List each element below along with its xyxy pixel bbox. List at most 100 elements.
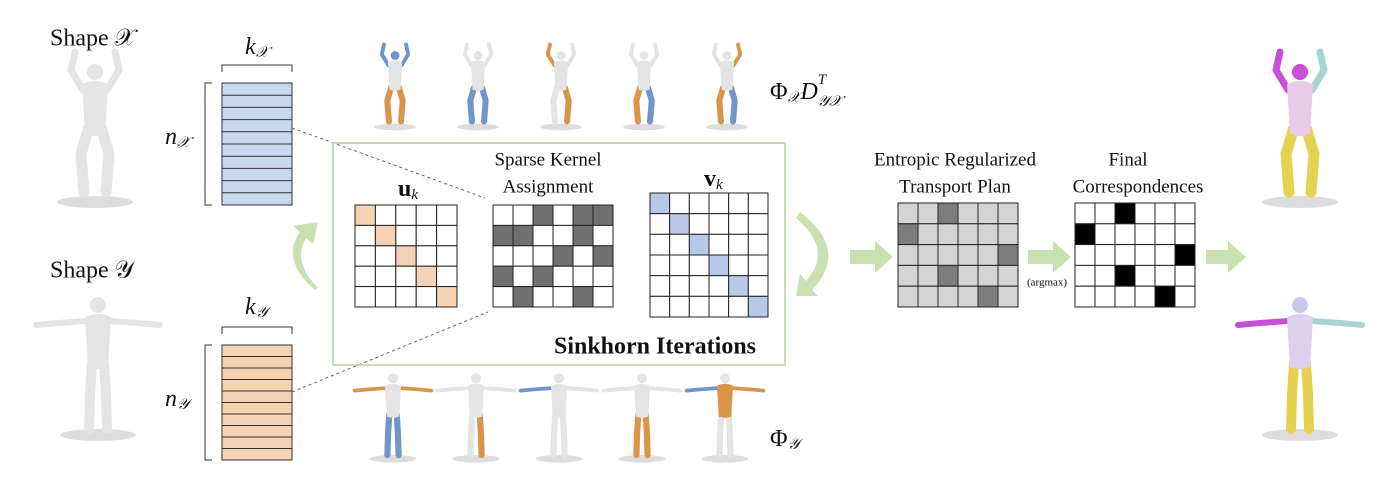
grid-cell xyxy=(572,265,594,288)
grid-cell xyxy=(728,295,749,318)
grid-cell xyxy=(747,275,769,297)
body-part xyxy=(636,60,652,91)
grid-cell xyxy=(415,245,438,267)
k-y-sub: 𝒴 xyxy=(256,305,272,321)
body-part xyxy=(467,383,485,418)
grid-cell xyxy=(747,295,769,318)
grid-cell xyxy=(957,264,979,287)
body-part xyxy=(1309,318,1365,328)
grid-cell xyxy=(1094,202,1116,225)
grid-cell xyxy=(354,245,376,267)
grid-cell xyxy=(1174,285,1196,308)
grid-cell xyxy=(997,285,1019,308)
dashed-link xyxy=(291,311,489,393)
grid-cell xyxy=(532,286,554,308)
grid-cell xyxy=(897,264,919,287)
bracket xyxy=(204,82,212,206)
n-x: n𝒳 xyxy=(165,124,194,152)
dashed-link xyxy=(291,127,486,199)
grid-cell xyxy=(415,265,438,288)
body-part xyxy=(642,411,651,459)
body-part xyxy=(384,411,393,459)
body-part xyxy=(482,42,494,68)
body-part xyxy=(1280,124,1299,198)
body-part xyxy=(628,42,640,68)
body-part xyxy=(384,84,395,125)
body-part xyxy=(684,386,720,393)
human-figure xyxy=(435,373,517,463)
grid-cell xyxy=(747,213,769,235)
grid-cell xyxy=(917,285,939,308)
arrow xyxy=(1206,241,1246,273)
phi-y-base: Φ xyxy=(770,426,788,452)
body-part xyxy=(87,64,103,80)
grid-cell xyxy=(1074,264,1096,287)
body-part xyxy=(75,124,94,198)
body-part xyxy=(730,386,766,393)
grid-cell xyxy=(436,265,458,288)
body-part xyxy=(352,386,388,393)
grid-cell xyxy=(728,233,749,256)
body-part xyxy=(731,42,743,68)
grid-cell xyxy=(688,213,710,235)
grid-cell xyxy=(395,265,417,288)
body-part xyxy=(633,84,644,125)
grid-cell xyxy=(1174,244,1196,266)
body-part xyxy=(725,411,734,459)
grid-cell xyxy=(552,265,574,288)
body-part xyxy=(96,124,115,198)
body-part xyxy=(545,42,557,68)
grid-cell xyxy=(592,245,614,267)
matrix-x xyxy=(221,82,293,206)
final-label: Final xyxy=(1108,149,1147,170)
body-part xyxy=(720,373,730,384)
grid-cell xyxy=(1154,202,1176,225)
body-part xyxy=(33,318,89,328)
grid-cell xyxy=(354,286,376,308)
shadow xyxy=(706,123,748,131)
body-part xyxy=(554,373,564,384)
grid-cell xyxy=(415,224,438,247)
grid-cell xyxy=(688,275,710,297)
body-part xyxy=(399,42,411,68)
grid-cell xyxy=(897,285,919,308)
bracket xyxy=(221,64,293,72)
grid-cell xyxy=(1154,285,1176,308)
body-part xyxy=(559,411,568,459)
human-figure xyxy=(374,42,416,131)
body-part xyxy=(107,318,163,328)
figures xyxy=(33,42,1365,463)
grid-cell xyxy=(415,204,438,226)
grid-cell xyxy=(708,295,730,318)
phi-x: Φ𝒳DT 𝒴𝒳 xyxy=(770,72,846,110)
grid-cell xyxy=(512,245,534,267)
grid-cell xyxy=(897,202,919,225)
body-part xyxy=(647,386,683,393)
body-part xyxy=(384,383,402,418)
body-part xyxy=(719,60,735,91)
body-part xyxy=(1292,64,1308,80)
body-part xyxy=(67,48,87,94)
grid-cell xyxy=(552,286,574,308)
k-x-var: k xyxy=(245,34,256,60)
grid-cell xyxy=(1074,202,1096,225)
kernel-label: Sparse Kernel xyxy=(494,149,601,170)
grid-cell xyxy=(572,224,594,247)
human-figure xyxy=(684,373,766,463)
grid-cell xyxy=(1074,244,1096,266)
grid-cell xyxy=(532,204,554,226)
grid-cell xyxy=(688,192,710,215)
body-part xyxy=(1287,314,1313,369)
grid-cell xyxy=(1114,244,1136,266)
grid-cell xyxy=(747,192,769,215)
shape-x-label: Shape 𝒳 xyxy=(50,26,139,52)
human-figure xyxy=(540,42,582,131)
body-part xyxy=(1286,358,1299,434)
shadow xyxy=(57,196,133,208)
shadow xyxy=(369,455,417,463)
grid-cell xyxy=(374,204,397,226)
body-part xyxy=(601,386,637,393)
grid-cell xyxy=(1074,223,1096,246)
grid-cell xyxy=(1134,244,1156,266)
grid-cell xyxy=(1134,285,1156,308)
